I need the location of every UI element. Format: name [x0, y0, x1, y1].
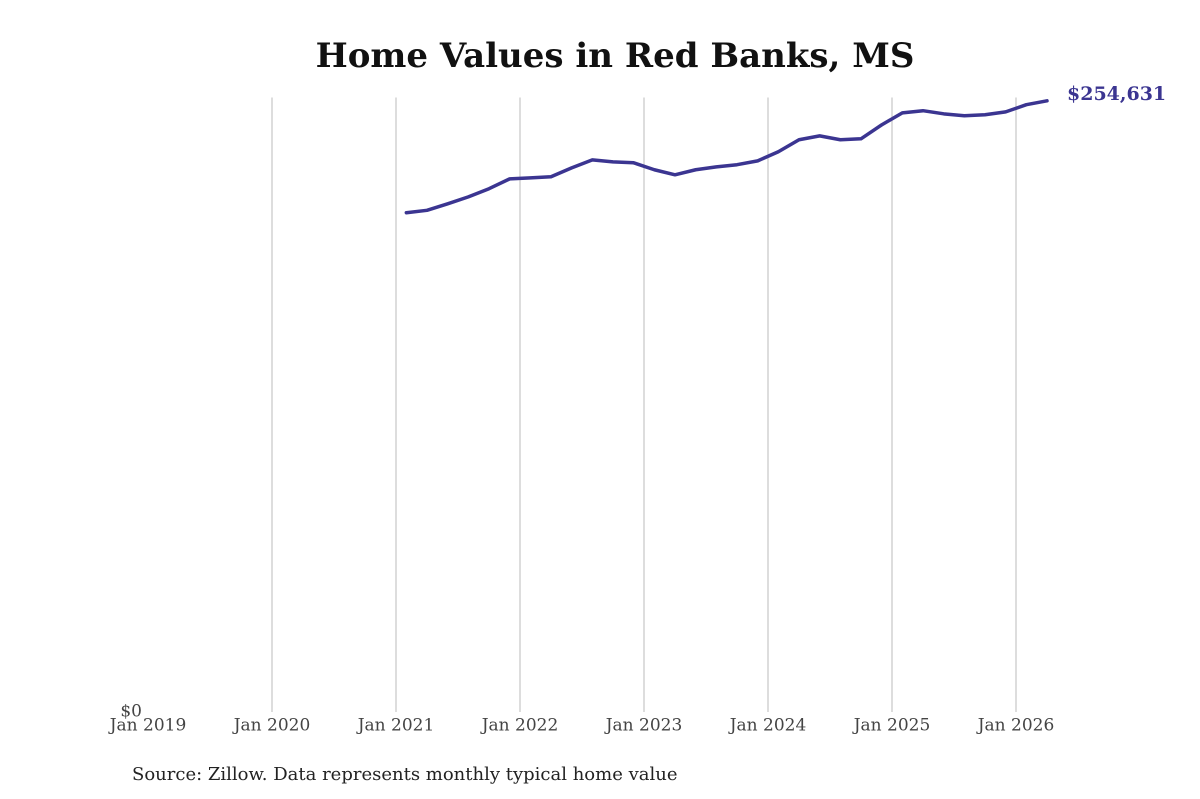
chart-title: Home Values in Red Banks, MS: [316, 36, 915, 76]
x-tick-label: Jan 2022: [480, 716, 559, 736]
line: [404, 99, 1049, 215]
y-tick-label: $0: [120, 702, 142, 722]
value-label: $254,631: [1067, 83, 1166, 105]
source-note: Source: Zillow. Data represents monthly …: [132, 764, 678, 785]
x-tick-label: Jan 2026: [976, 716, 1055, 736]
x-tick-label: Jan 2019: [108, 716, 187, 736]
x-tick-label: Jan 2020: [232, 716, 311, 736]
x-tick-label: Jan 2023: [604, 716, 683, 736]
x-tick-label: Jan 2024: [728, 716, 807, 736]
x-tick-label: Jan 2025: [852, 716, 931, 736]
x-tick-label: Jan 2021: [356, 716, 435, 736]
